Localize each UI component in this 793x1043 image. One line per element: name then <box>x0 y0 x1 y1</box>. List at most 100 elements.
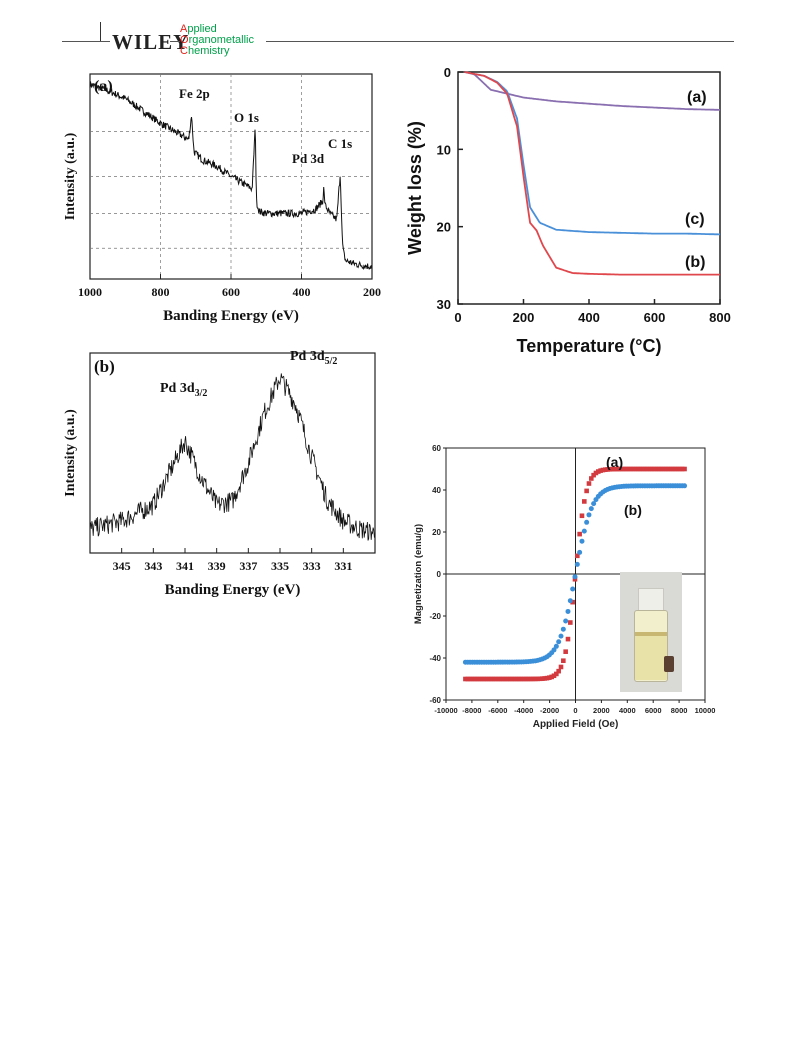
data-point-a <box>682 466 687 472</box>
data-point-a <box>579 513 585 519</box>
data-point-b <box>579 538 585 544</box>
data-point-a <box>614 466 620 472</box>
x-axis-label: Temperature (°C) <box>517 336 662 356</box>
series-label: (c) <box>685 211 705 228</box>
data-point-a <box>488 676 494 682</box>
tga-curve <box>464 71 720 276</box>
data-point-b <box>584 519 590 525</box>
data-point-b <box>581 528 587 534</box>
data-point-a <box>507 676 513 682</box>
data-point-a <box>477 676 482 682</box>
data-point-a <box>465 676 471 682</box>
x-tick-label: 2000 <box>593 706 610 715</box>
x-tick-label: 10000 <box>695 706 716 715</box>
data-point-b <box>565 608 571 614</box>
header-rule-mid <box>170 41 180 42</box>
x-tick-label: 600 <box>644 310 666 325</box>
x-tick-label: 400 <box>293 285 311 299</box>
series-label: (b) <box>685 254 705 271</box>
data-point-a <box>602 467 608 472</box>
x-tick-label: 335 <box>271 559 289 573</box>
data-point-a <box>554 671 559 677</box>
data-point-a <box>533 676 538 682</box>
data-point-b <box>556 639 562 645</box>
data-point-a <box>542 676 547 681</box>
panel-label: (a) <box>94 78 113 95</box>
plot-frame <box>457 71 721 305</box>
data-point-b <box>553 643 559 649</box>
data-point-a <box>668 466 673 472</box>
data-point-b <box>591 501 597 507</box>
data-point-a <box>565 636 571 642</box>
data-point-a <box>584 488 589 494</box>
external-magnet <box>664 656 674 672</box>
x-axis-label: Applied Field (Oe) <box>533 719 619 730</box>
data-point-a <box>665 466 671 472</box>
data-point-a <box>512 676 517 682</box>
data-point-b <box>560 626 566 632</box>
data-point-b <box>586 512 592 518</box>
x-tick-label: 331 <box>334 559 352 573</box>
data-point-a <box>556 668 561 674</box>
data-point-b <box>588 506 594 512</box>
data-point-a <box>677 466 683 472</box>
data-point-b <box>563 618 569 624</box>
x-tick-label: 337 <box>239 559 257 573</box>
x-tick-label: 339 <box>208 559 226 573</box>
data-point-a <box>640 466 645 472</box>
data-point-a <box>500 676 506 682</box>
data-point-a <box>463 676 468 682</box>
peak-annotation-3d52: Pd 3d5/2 <box>290 349 337 367</box>
peak-annotation-3d32: Pd 3d3/2 <box>160 381 207 399</box>
x-tick-label: -10000 <box>434 706 457 715</box>
data-point-a <box>547 675 552 680</box>
x-tick-label: 341 <box>176 559 194 573</box>
y-tick-label: 30 <box>437 297 451 312</box>
tga-curve <box>464 71 720 236</box>
data-point-a <box>637 466 643 472</box>
data-point-a <box>630 466 636 472</box>
data-point-a <box>644 466 650 472</box>
data-point-a <box>474 676 480 682</box>
header-rule-left <box>62 41 110 42</box>
x-tick-label: -6000 <box>488 706 507 715</box>
data-point-a <box>528 676 533 682</box>
series-line <box>89 373 375 541</box>
x-axis-label: Banding Energy (eV) <box>165 582 301 598</box>
data-point-a <box>595 469 601 474</box>
data-point-a <box>561 658 566 664</box>
y-tick-label: -60 <box>429 696 441 705</box>
data-point-a <box>495 676 501 682</box>
x-tick-label: 6000 <box>645 706 662 715</box>
data-point-a <box>628 466 634 472</box>
data-point-a <box>623 466 629 472</box>
data-point-a <box>619 466 624 472</box>
x-tick-label: 800 <box>152 285 170 299</box>
data-point-a <box>642 466 648 472</box>
data-point-a <box>679 466 685 472</box>
data-point-b <box>567 598 573 604</box>
x-tick-label: 1000 <box>78 285 102 299</box>
x-tick-label: 600 <box>222 285 240 299</box>
data-point-a <box>649 466 655 472</box>
y-axis-label: Weight loss (%) <box>405 121 425 255</box>
data-point-a <box>540 676 545 681</box>
x-tick-label: 0 <box>573 706 577 715</box>
data-point-a <box>609 466 615 472</box>
y-tick-label: 20 <box>432 528 441 537</box>
data-point-a <box>519 676 524 682</box>
data-point-a <box>656 466 662 472</box>
data-point-a <box>593 470 599 476</box>
y-axis-label: Intensity (a.u.) <box>63 132 78 220</box>
y-tick-label: 0 <box>437 570 442 579</box>
x-tick-label: -4000 <box>514 706 533 715</box>
data-point-a <box>586 481 592 486</box>
data-point-a <box>654 466 659 472</box>
x-tick-label: 200 <box>363 285 381 299</box>
data-point-b <box>682 483 688 489</box>
data-point-a <box>607 466 613 472</box>
series-label: (a) <box>606 454 623 470</box>
vial-photo-inset <box>620 572 682 692</box>
y-tick-label: 60 <box>432 444 441 453</box>
x-tick-label: -8000 <box>462 706 481 715</box>
